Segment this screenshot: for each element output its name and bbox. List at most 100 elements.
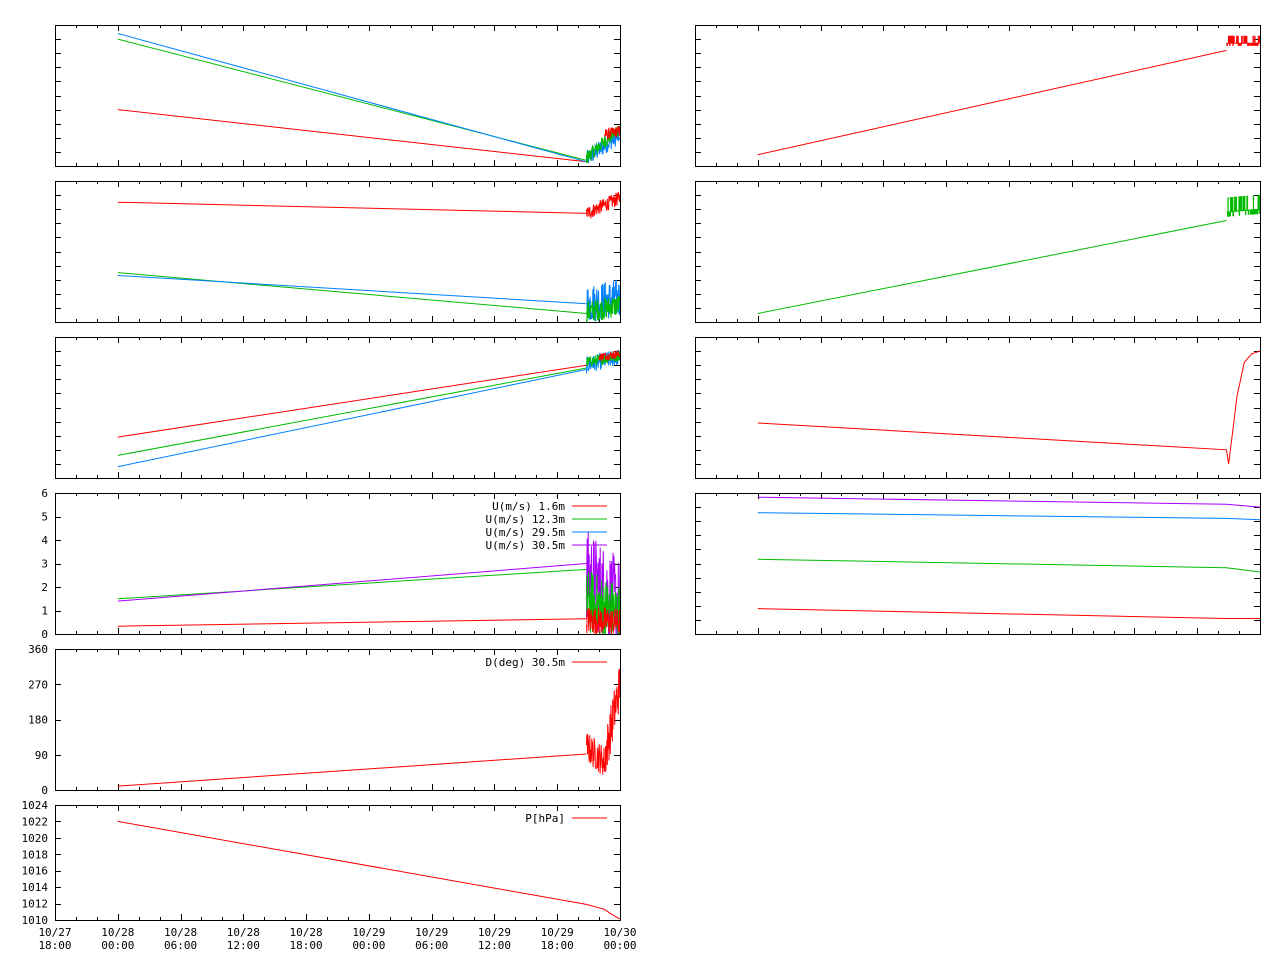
- y-tick-label: 180: [28, 714, 48, 727]
- x-tick-date: 10/29: [541, 926, 574, 939]
- x-tick-time: 00:00: [603, 939, 636, 952]
- plot-area: [757, 496, 1260, 619]
- y-tick-label: 5: [41, 511, 48, 524]
- panel-right-3: [695, 337, 1261, 479]
- series-burst-red: [586, 733, 606, 775]
- x-tick-date: 10/28: [101, 926, 134, 939]
- series-burst-red: [604, 668, 620, 772]
- plot-frame: [695, 337, 1261, 479]
- legend-label: U(m/s) 12.3m: [486, 513, 566, 526]
- panel-right-4: [695, 493, 1261, 635]
- x-tick-time: 06:00: [415, 939, 448, 952]
- series-line-blue: [117, 275, 587, 305]
- series-line-purple: [757, 496, 1260, 508]
- panel-left-1: [55, 25, 621, 167]
- y-tick-label: 4: [41, 534, 48, 547]
- series-line-red: [757, 608, 1260, 619]
- y-tick-label: 6: [41, 487, 48, 500]
- series-line-green: [757, 220, 1227, 314]
- series-line-green: [757, 558, 1260, 573]
- x-tick-date: 10/28: [227, 926, 260, 939]
- series-burst-red: [586, 606, 620, 634]
- series-line-red: [117, 618, 587, 627]
- series-burst-red: [586, 191, 620, 220]
- x-tick-time: 18:00: [290, 939, 323, 952]
- x-tick-date: 10/28: [164, 926, 197, 939]
- x-tick-date: 10/28: [290, 926, 323, 939]
- series-line-blue: [117, 368, 587, 468]
- x-tick-time: 12:00: [478, 939, 511, 952]
- series-burst-green: [586, 125, 620, 164]
- series-line-green: [117, 568, 587, 600]
- plot-frame: [695, 25, 1261, 167]
- panel-right-2: [695, 181, 1261, 323]
- plot-area: [757, 194, 1260, 314]
- panel-left-5: 0 90 180 270 360 D(deg) 30.5m: [28, 643, 621, 797]
- y-tick-label: 1018: [22, 848, 49, 861]
- series-burst-red: [1226, 35, 1260, 46]
- y-tick-label: 0: [41, 628, 48, 641]
- series-line-red: [117, 753, 587, 787]
- plot-area: [117, 668, 620, 787]
- plot-area: [117, 349, 620, 468]
- series-line-red: [117, 201, 587, 214]
- x-tick-time: 18:00: [541, 939, 574, 952]
- x-tick-date: 10/29: [352, 926, 385, 939]
- x-tick-time: 00:00: [352, 939, 385, 952]
- y-tick-label: 1022: [22, 815, 49, 828]
- y-tick-label: 0: [41, 784, 48, 797]
- y-tick-label: 2: [41, 581, 48, 594]
- y-tick-label: 1012: [22, 898, 49, 911]
- plot-area: [117, 531, 620, 634]
- x-tick-time: 00:00: [101, 939, 134, 952]
- plot-area: [757, 35, 1260, 156]
- series-line-purple: [117, 563, 587, 602]
- series-line-red: [117, 109, 587, 163]
- series-line-green: [117, 272, 587, 314]
- x-tick-date: 10/27: [38, 926, 71, 939]
- x-tick-time: 06:00: [164, 939, 197, 952]
- y-tick-label: 1: [41, 605, 48, 618]
- series-line-red: [757, 49, 1227, 156]
- x-tick-date: 10/29: [478, 926, 511, 939]
- x-tick-time: 18:00: [38, 939, 71, 952]
- legend-label: U(m/s) 30.5m: [486, 539, 566, 552]
- y-tick-label: 360: [28, 643, 48, 656]
- series-line-red: [117, 820, 620, 920]
- series-line-red: [117, 364, 587, 438]
- plot-area: [117, 191, 620, 322]
- y-tick-label: 270: [28, 678, 48, 691]
- series-line-blue: [117, 33, 587, 163]
- panel-left-3: [55, 337, 621, 479]
- series-line-green: [117, 367, 587, 456]
- series-burst-red: [604, 126, 620, 140]
- series-burst-green: [586, 296, 620, 322]
- plot-area: [757, 350, 1260, 464]
- y-tick-label: 3: [41, 558, 48, 571]
- x-tick-date: 10/30: [603, 926, 636, 939]
- plot-frame: [55, 649, 621, 791]
- series-burst-green: [1226, 194, 1260, 217]
- legend-label: U(m/s) 1.6m: [492, 500, 565, 513]
- y-tick-label: 1014: [22, 881, 49, 894]
- plot-area: [117, 33, 620, 164]
- series-line-red: [757, 350, 1260, 464]
- panel-right-1: [695, 25, 1261, 167]
- panel-left-6: 1010 1012 1014 1016 1018 1020 1022 1024 P[hPa]: [22, 799, 621, 927]
- y-tick-label: 1010: [22, 914, 49, 927]
- plot-frame: [695, 181, 1261, 323]
- panel-left-4: 0 1 2 3 4 5 6 U(m/s) 1.6mU(m/s) 12.3mU(m/s) 29.…: [41, 487, 621, 641]
- legend-label: P[hPa]: [525, 812, 565, 825]
- y-tick-label: 90: [35, 749, 48, 762]
- y-tick-label: 1020: [22, 832, 49, 845]
- x-tick-date: 10/29: [415, 926, 448, 939]
- legend-label: U(m/s) 29.5m: [486, 526, 566, 539]
- panel-left-2: [55, 181, 621, 323]
- plot-frame: [55, 805, 621, 921]
- y-tick-label: 1016: [22, 865, 49, 878]
- series-burst-red: [598, 350, 620, 362]
- x-tick-time: 12:00: [227, 939, 260, 952]
- plot-area: [117, 820, 620, 920]
- legend-label: D(deg) 30.5m: [486, 656, 566, 669]
